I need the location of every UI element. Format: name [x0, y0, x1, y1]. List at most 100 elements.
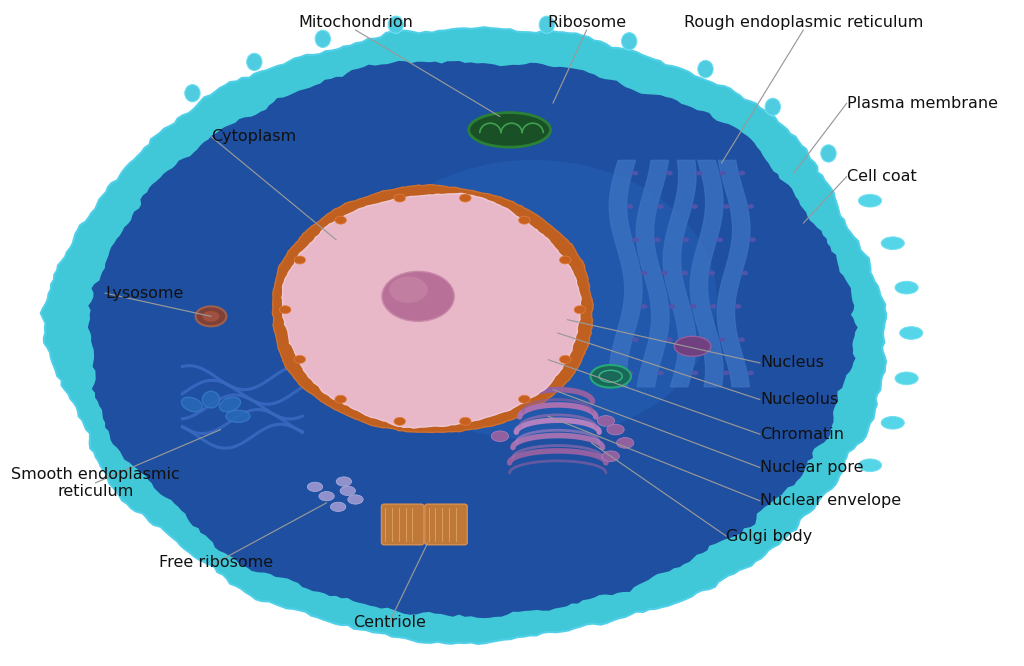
Ellipse shape — [710, 304, 717, 308]
Ellipse shape — [667, 337, 673, 342]
Ellipse shape — [226, 410, 250, 422]
Ellipse shape — [219, 397, 241, 412]
Ellipse shape — [641, 304, 647, 308]
Ellipse shape — [196, 306, 226, 326]
Ellipse shape — [717, 237, 723, 242]
Text: Rough endoplasmic reticulum: Rough endoplasmic reticulum — [684, 15, 923, 30]
Ellipse shape — [682, 270, 688, 276]
Ellipse shape — [394, 194, 406, 202]
Ellipse shape — [203, 391, 220, 408]
Text: Nucleolus: Nucleolus — [760, 392, 839, 407]
Ellipse shape — [741, 270, 749, 276]
Ellipse shape — [184, 85, 200, 102]
Text: Cell coat: Cell coat — [847, 169, 916, 184]
Ellipse shape — [738, 170, 745, 176]
Text: Nucleus: Nucleus — [760, 356, 824, 370]
Ellipse shape — [331, 502, 346, 511]
Text: Nuclear pore: Nuclear pore — [760, 460, 863, 475]
Text: Smooth endoplasmic
reticulum: Smooth endoplasmic reticulum — [11, 467, 180, 499]
Ellipse shape — [632, 237, 639, 242]
Ellipse shape — [294, 356, 305, 364]
Ellipse shape — [389, 276, 428, 303]
Ellipse shape — [632, 170, 638, 176]
Ellipse shape — [691, 370, 698, 376]
Ellipse shape — [616, 438, 634, 448]
Ellipse shape — [734, 304, 741, 308]
Ellipse shape — [641, 270, 647, 276]
Ellipse shape — [460, 418, 471, 426]
Ellipse shape — [203, 311, 220, 322]
Ellipse shape — [335, 395, 346, 403]
Ellipse shape — [691, 204, 698, 209]
Ellipse shape — [895, 281, 919, 294]
Text: Nuclear envelope: Nuclear envelope — [760, 494, 901, 508]
Ellipse shape — [858, 194, 882, 207]
Ellipse shape — [748, 370, 754, 376]
Ellipse shape — [748, 204, 754, 209]
Ellipse shape — [348, 495, 364, 504]
Ellipse shape — [697, 61, 713, 78]
Ellipse shape — [765, 98, 780, 115]
Ellipse shape — [350, 160, 717, 440]
Ellipse shape — [280, 306, 291, 314]
Ellipse shape — [682, 237, 689, 242]
Ellipse shape — [723, 204, 729, 209]
Polygon shape — [88, 61, 858, 618]
Ellipse shape — [627, 370, 634, 376]
Text: Cytoplasm: Cytoplasm — [211, 129, 296, 144]
Ellipse shape — [602, 451, 620, 462]
Ellipse shape — [882, 237, 904, 250]
Ellipse shape — [654, 237, 660, 242]
Ellipse shape — [627, 204, 634, 209]
Text: Ribosome: Ribosome — [547, 15, 627, 30]
Ellipse shape — [719, 170, 726, 176]
Ellipse shape — [469, 113, 551, 147]
Text: Centriole: Centriole — [352, 615, 426, 630]
Ellipse shape — [723, 370, 730, 376]
FancyBboxPatch shape — [425, 504, 467, 545]
Ellipse shape — [318, 492, 334, 501]
Ellipse shape — [719, 337, 725, 342]
Ellipse shape — [882, 416, 904, 429]
Ellipse shape — [591, 365, 631, 388]
Ellipse shape — [666, 170, 673, 176]
Ellipse shape — [518, 395, 530, 403]
Ellipse shape — [294, 256, 305, 264]
Ellipse shape — [559, 356, 571, 364]
Ellipse shape — [247, 53, 262, 71]
Ellipse shape — [335, 216, 346, 224]
Ellipse shape — [559, 256, 571, 264]
Ellipse shape — [674, 336, 711, 356]
Polygon shape — [282, 193, 582, 428]
Polygon shape — [272, 184, 593, 432]
Ellipse shape — [657, 370, 664, 376]
Text: Golgi body: Golgi body — [726, 529, 813, 543]
Ellipse shape — [696, 337, 702, 342]
Ellipse shape — [382, 271, 455, 321]
Ellipse shape — [539, 16, 555, 33]
Ellipse shape — [622, 33, 637, 50]
Ellipse shape — [607, 424, 625, 435]
Ellipse shape — [181, 397, 203, 412]
Ellipse shape — [307, 482, 323, 492]
Text: Mitochondrion: Mitochondrion — [298, 15, 413, 30]
Text: Chromatin: Chromatin — [760, 427, 844, 442]
Ellipse shape — [460, 194, 471, 202]
Ellipse shape — [900, 327, 923, 340]
Ellipse shape — [660, 270, 668, 276]
Ellipse shape — [895, 372, 919, 385]
Ellipse shape — [574, 306, 586, 314]
Polygon shape — [41, 27, 886, 644]
Ellipse shape — [597, 416, 614, 426]
Ellipse shape — [336, 477, 351, 486]
Text: Plasma membrane: Plasma membrane — [847, 96, 997, 111]
Ellipse shape — [340, 486, 355, 496]
Ellipse shape — [394, 418, 406, 426]
Ellipse shape — [821, 145, 837, 162]
Ellipse shape — [750, 237, 756, 242]
Ellipse shape — [738, 337, 745, 342]
Ellipse shape — [858, 459, 882, 472]
Ellipse shape — [518, 216, 530, 224]
Ellipse shape — [690, 304, 696, 308]
Ellipse shape — [388, 16, 403, 33]
